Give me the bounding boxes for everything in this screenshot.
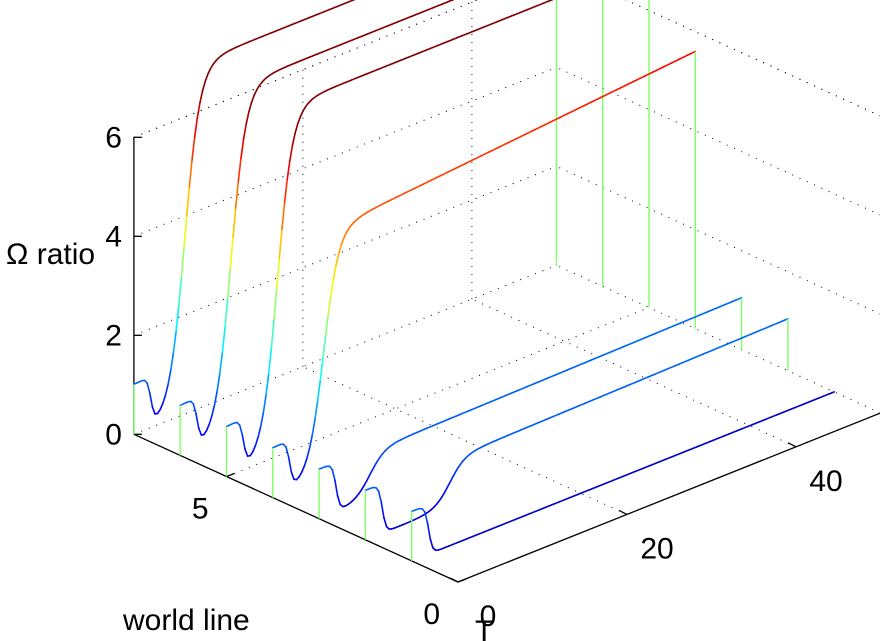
grid-line-t-floor xyxy=(302,366,628,515)
series-lines xyxy=(133,0,836,561)
z-tick-label: 6 xyxy=(105,121,122,154)
tick-labels: 0 2 4 6 0 5 0 20 40 xyxy=(105,121,842,633)
y-tick xyxy=(457,578,467,583)
series-line xyxy=(318,296,743,519)
x-axis-line xyxy=(457,412,880,583)
grid-line-t-floor xyxy=(471,298,797,448)
z-axis-label: Ω ratio xyxy=(6,238,95,271)
grid-line-z-side xyxy=(556,165,880,315)
y-tick xyxy=(226,472,235,478)
x-tick xyxy=(787,442,797,448)
series-line xyxy=(271,50,697,498)
x-tick-label: 0 xyxy=(480,600,497,633)
grid-line-top-side xyxy=(624,0,880,117)
grid-lines xyxy=(133,0,880,583)
series-line xyxy=(364,318,789,540)
x-axis-label: T xyxy=(475,615,493,641)
z-tick-label: 4 xyxy=(105,220,122,253)
grid-line-w-floor xyxy=(226,307,650,477)
y-tick-label: 5 xyxy=(192,493,209,526)
grid-line-z-side xyxy=(556,66,880,216)
x-tick xyxy=(449,577,459,583)
y-axis-line xyxy=(133,433,459,583)
y-axis-label: world line xyxy=(122,604,250,637)
z-tick-label: 0 xyxy=(105,418,122,451)
series-line xyxy=(225,0,650,477)
series-line xyxy=(179,0,604,456)
x-tick-label: 20 xyxy=(640,532,673,565)
series-line xyxy=(133,0,558,435)
x-tick-label: 40 xyxy=(809,465,842,498)
y-tick-label: 0 xyxy=(423,598,440,631)
grid-line-z-back xyxy=(133,66,557,237)
grid-line-z-back xyxy=(133,264,557,435)
grid-line-z-back xyxy=(133,165,557,336)
axes xyxy=(133,136,880,583)
series-line xyxy=(410,391,836,561)
z-tick-label: 2 xyxy=(105,319,122,352)
grid-line-z-side xyxy=(624,0,880,117)
grid-line-z-side xyxy=(556,264,880,414)
x-tick xyxy=(618,509,628,515)
